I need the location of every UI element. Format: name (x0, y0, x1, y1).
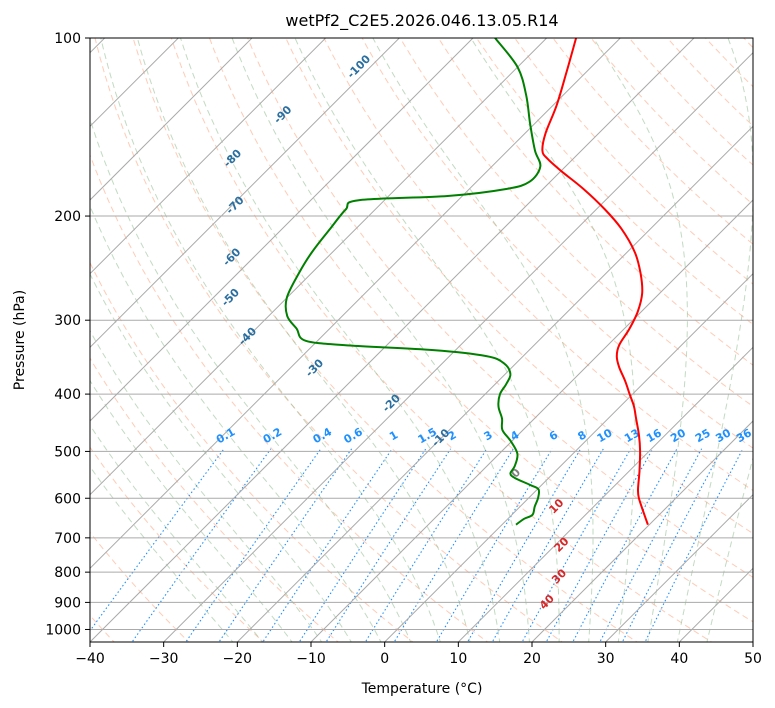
chart-title: wetPf2_C2E5.2026.046.13.05.R14 (285, 11, 558, 31)
mixing-ratio-line (621, 448, 723, 642)
dry-adiabat-line (90, 446, 265, 642)
dry-adiabat-line (437, 38, 753, 366)
mixing-ratio-line (364, 448, 488, 642)
dry-adiabat-line (514, 38, 753, 285)
isotherm-line (531, 420, 753, 642)
y-tick-label: 300 (54, 313, 81, 329)
dry-adiabat-line (90, 153, 489, 642)
moist-adiabat-line (90, 117, 412, 642)
x-tick-label: 50 (744, 651, 762, 667)
mixing-ratio-line (185, 448, 322, 642)
isotherm-line (90, 38, 474, 422)
x-tick-label: 20 (523, 651, 541, 667)
dry-adiabat-line (208, 38, 753, 623)
mixing-ratio-line (393, 448, 514, 642)
y-tick-label: 1000 (45, 622, 81, 638)
isotherm-line (162, 51, 753, 642)
x-tick-label: 30 (597, 651, 615, 667)
plot-frame (89, 37, 754, 643)
dry-adiabat-line (323, 38, 753, 492)
x-tick-label: −30 (149, 651, 179, 667)
y-tick-label: 900 (54, 595, 81, 611)
dry-adiabat-line (247, 38, 753, 578)
isotherm-line (90, 38, 695, 642)
axes: −40 −30 −20 −10 0 10 20 30 40 50 1000 900 800 700 600 5… (45, 31, 762, 667)
mixing-ratio-line (218, 448, 353, 642)
isotherm-line (236, 125, 753, 642)
isotherm-line (90, 38, 548, 496)
isotherm-line (90, 38, 327, 275)
isotherm-line (90, 38, 401, 349)
moist-adiabat-line (90, 205, 382, 642)
mixing-ratio-line (131, 448, 272, 642)
mixing-ratio-line (298, 448, 427, 642)
dry-adiabat-line (90, 261, 414, 642)
mixing-ratio-line (325, 448, 452, 642)
temperature-profile-line (541, 38, 649, 526)
mixing-ratio-line (521, 448, 632, 642)
y-tick-label: 100 (54, 31, 81, 47)
x-tick-label: −10 (296, 651, 326, 667)
x-tick-label: 10 (449, 651, 467, 667)
x-tick-label: 0 (380, 651, 389, 667)
y-tick-label: 700 (54, 531, 81, 547)
isotherm-line (90, 38, 180, 128)
dry-adiabat-line (285, 38, 753, 535)
mixing-ratio-label: 36 (734, 426, 754, 445)
isotherm-line (383, 272, 753, 642)
dry-adiabat-line (90, 357, 339, 642)
isotherm-line (90, 38, 622, 570)
y-tick-label: 800 (54, 565, 81, 581)
y-tick-label: 600 (54, 491, 81, 507)
profile-series (284, 38, 649, 526)
y-tick-label: 200 (54, 209, 81, 225)
isotherm-line (457, 346, 753, 642)
isotherm-line (604, 493, 753, 642)
dry-adiabat-line (399, 38, 753, 408)
mixing-ratio-line (262, 448, 393, 642)
isotherm-line (310, 199, 753, 642)
dry-adiabat-line (90, 531, 190, 642)
dry-adiabat-line (552, 38, 753, 245)
isotherm-line (90, 38, 253, 201)
y-axis-title: Pressure (hPa) (12, 290, 28, 390)
x-axis-title: Temperature (°C) (361, 681, 483, 697)
mixing-ratio-line (435, 448, 553, 642)
dry-adiabat-line (170, 38, 713, 642)
y-tick-label: 500 (54, 444, 81, 460)
x-tick-label: 40 (670, 651, 688, 667)
dry-adiabat-line (94, 38, 564, 642)
x-tick-label: −40 (75, 651, 105, 667)
dewpoint-profile-line (284, 38, 542, 526)
y-tick-label: 400 (54, 387, 81, 403)
x-tick-label: −20 (223, 651, 253, 667)
pressure-gridlines (90, 38, 753, 642)
